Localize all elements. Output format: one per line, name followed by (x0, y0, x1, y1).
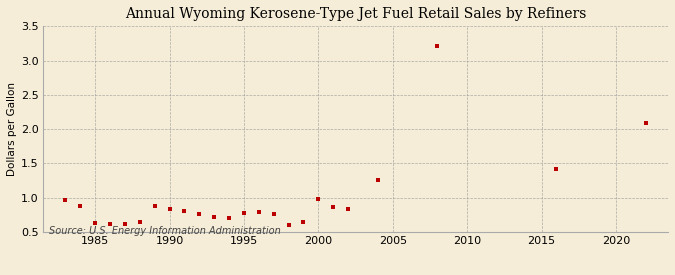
Point (313, 197, 324, 201)
Point (328, 204, 339, 209)
Point (149, 204, 160, 208)
Point (373, 178, 383, 183)
Point (75, 204, 86, 208)
Point (194, 212, 205, 216)
Y-axis label: Dollars per Gallon: Dollars per Gallon (7, 82, 17, 176)
Point (134, 219, 145, 224)
Point (164, 207, 175, 211)
Point (253, 210, 264, 214)
Point (551, 167, 562, 171)
Point (223, 216, 234, 220)
Point (268, 212, 279, 216)
Title: Annual Wyoming Kerosene-Type Jet Fuel Retail Sales by Refiners: Annual Wyoming Kerosene-Type Jet Fuel Re… (125, 7, 586, 21)
Text: Source: U.S. Energy Information Administration: Source: U.S. Energy Information Administ… (49, 226, 281, 236)
Point (284, 223, 294, 227)
Point (209, 215, 219, 220)
Point (343, 206, 354, 211)
Point (432, 44, 443, 48)
Point (105, 221, 115, 226)
Point (119, 221, 130, 226)
Point (238, 211, 249, 216)
Point (298, 219, 309, 224)
Point (90, 221, 101, 225)
Point (60, 197, 71, 202)
Point (179, 208, 190, 213)
Point (641, 121, 651, 125)
